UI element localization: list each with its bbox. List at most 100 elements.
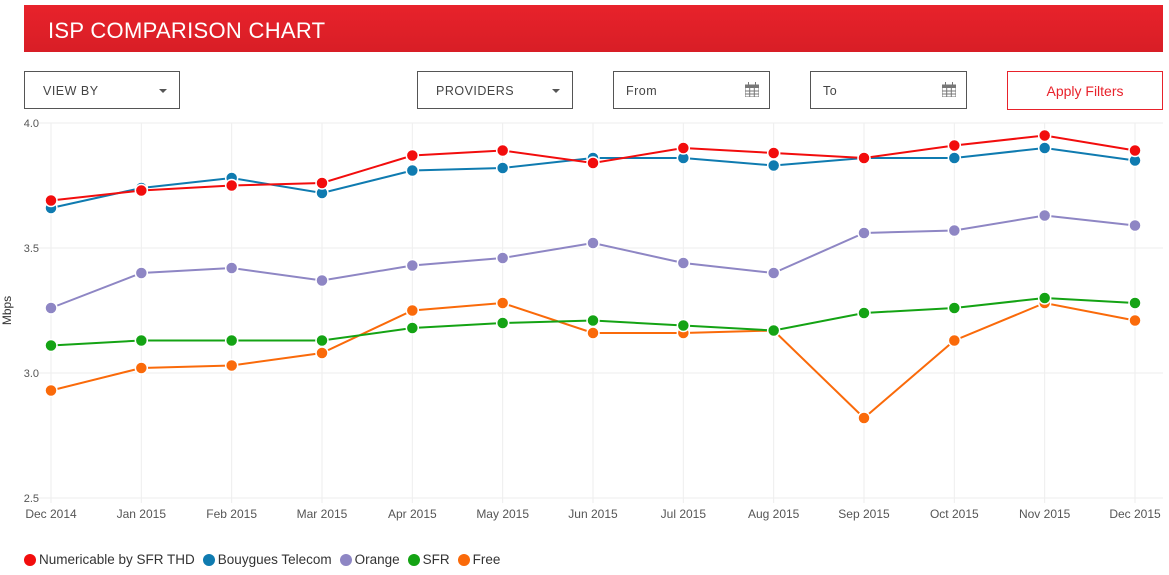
x-tick-label: Apr 2015 — [388, 507, 437, 521]
data-point — [44, 193, 58, 208]
data-point — [947, 301, 962, 315]
data-point — [44, 383, 58, 398]
y-tick-label: 3.0 — [24, 368, 39, 380]
data-point — [947, 223, 962, 238]
data-point — [857, 226, 871, 240]
data-point — [1037, 208, 1052, 223]
data-point — [44, 301, 58, 315]
data-point — [676, 141, 691, 155]
data-point — [134, 266, 149, 280]
data-point — [586, 326, 600, 340]
apply-filters-button[interactable]: Apply Filters — [1007, 71, 1163, 110]
data-point — [224, 261, 239, 275]
data-point — [676, 256, 691, 270]
to-placeholder: To — [823, 84, 838, 98]
legend-item[interactable]: Free — [457, 552, 501, 567]
data-point — [224, 178, 239, 193]
data-point — [44, 338, 58, 353]
data-point — [495, 316, 510, 330]
legend-marker-icon — [339, 553, 352, 566]
legend-marker-icon — [457, 553, 470, 566]
page-title: ISP COMPARISON CHART — [48, 18, 326, 43]
x-tick-label: Jan 2015 — [117, 507, 167, 521]
data-point — [766, 158, 781, 173]
data-point — [1037, 141, 1052, 155]
legend-item[interactable]: SFR — [407, 552, 450, 567]
x-tick-label: Oct 2015 — [930, 507, 979, 521]
data-point — [315, 273, 329, 288]
x-tick-label: May 2015 — [476, 507, 529, 521]
legend-item[interactable]: Bouygues Telecom — [202, 552, 332, 567]
data-point — [676, 318, 691, 333]
data-point — [315, 176, 329, 190]
data-point — [1037, 291, 1052, 305]
data-point — [134, 333, 149, 348]
y-tick-label: 3.5 — [24, 243, 39, 255]
calendar-icon[interactable] — [745, 82, 759, 97]
legend-item[interactable]: Orange — [339, 552, 400, 567]
view-by-dropdown[interactable]: VIEW BY — [24, 71, 180, 109]
data-point — [1128, 143, 1142, 158]
x-tick-label: Dec 2014 — [25, 507, 77, 521]
x-tick-label: Dec 2015 — [1109, 507, 1161, 521]
data-point — [315, 333, 329, 348]
legend-marker-icon — [407, 553, 420, 566]
providers-label: PROVIDERS — [436, 84, 515, 98]
data-point — [495, 296, 510, 310]
x-tick-label: Sep 2015 — [838, 507, 890, 521]
data-point — [586, 156, 600, 170]
legend-label: Orange — [354, 552, 400, 567]
x-tick-label: Mar 2015 — [297, 507, 348, 521]
data-point — [405, 321, 420, 335]
data-point — [857, 151, 871, 165]
calendar-icon[interactable] — [942, 82, 956, 97]
data-point — [947, 138, 962, 153]
data-point — [1128, 313, 1142, 328]
view-by-label: VIEW BY — [43, 84, 99, 98]
data-point — [857, 411, 871, 425]
data-point — [405, 258, 420, 273]
x-tick-label: Feb 2015 — [206, 507, 257, 521]
data-point — [947, 151, 962, 165]
data-point — [766, 323, 781, 338]
data-point — [586, 236, 600, 250]
data-point — [495, 161, 510, 175]
providers-dropdown[interactable]: PROVIDERS — [417, 71, 573, 109]
to-date-input[interactable]: To — [810, 71, 967, 109]
data-point — [134, 361, 149, 375]
page-header: ISP COMPARISON CHART — [24, 5, 1163, 52]
data-point — [134, 183, 149, 198]
data-point — [224, 358, 239, 373]
y-tick-label: 4.0 — [24, 118, 39, 130]
legend-marker-icon — [202, 553, 215, 566]
x-tick-label: Aug 2015 — [748, 507, 800, 521]
data-point — [495, 251, 510, 265]
legend-label: Numericable by SFR THD — [39, 552, 195, 567]
chevron-down-icon — [159, 89, 167, 93]
x-tick-label: Jun 2015 — [568, 507, 618, 521]
from-date-input[interactable]: From — [613, 71, 770, 109]
data-point — [586, 313, 600, 328]
data-point — [405, 163, 420, 178]
chart-legend: Numericable by SFR THD Bouygues Telecom Or… — [24, 552, 500, 567]
legend-label: Bouygues Telecom — [217, 552, 332, 567]
y-axis-label: Mbps — [0, 296, 14, 325]
legend-label: Free — [472, 552, 501, 567]
y-tick-label: 2.5 — [24, 493, 39, 505]
legend-item[interactable]: Numericable by SFR THD — [24, 552, 195, 567]
data-point — [1037, 128, 1052, 143]
line-chart: 2.5 3.0 3.5 4.0 Dec 2014 Jan 2015 Feb 2015 Mar … — [0, 118, 1163, 521]
data-point — [947, 333, 962, 348]
data-point — [405, 148, 420, 163]
data-point — [857, 306, 871, 320]
data-point — [1128, 218, 1142, 233]
data-point — [766, 266, 781, 280]
x-tick-label: Jul 2015 — [661, 507, 707, 521]
x-tick-label: Nov 2015 — [1019, 507, 1071, 521]
data-point — [315, 346, 329, 360]
from-placeholder: From — [626, 84, 658, 98]
data-point — [224, 333, 239, 348]
data-point — [405, 303, 420, 318]
legend-marker-icon — [24, 553, 36, 566]
data-point — [766, 146, 781, 160]
